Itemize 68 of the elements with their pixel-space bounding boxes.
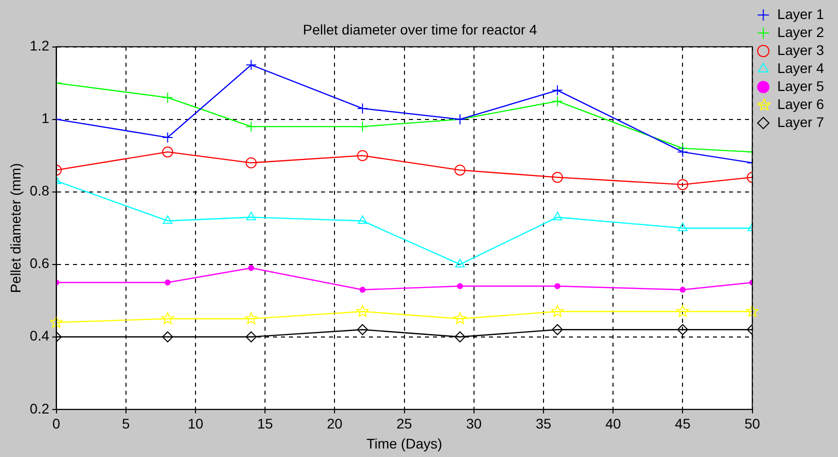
x-tick-label: 15: [257, 416, 274, 432]
point: [552, 212, 562, 220]
point: [552, 172, 563, 183]
point: [358, 215, 368, 224]
x-tick-label: 20: [326, 416, 343, 432]
point: [680, 286, 686, 293]
point: [677, 179, 688, 190]
point: [357, 121, 368, 132]
point: [677, 324, 688, 336]
point: [357, 102, 368, 114]
point: [360, 286, 366, 293]
y-tick-label: 0.2: [30, 400, 50, 416]
x-tick-label: 10: [188, 416, 204, 432]
x-tick-label: 50: [744, 416, 760, 432]
point: [246, 121, 257, 132]
y-tick-label: 1.2: [30, 38, 50, 54]
point: [248, 264, 254, 271]
x-tick-label: 35: [536, 416, 552, 432]
point: [454, 331, 466, 342]
legend-label: Layer 6: [777, 96, 824, 112]
point: [552, 84, 563, 96]
x-tick-label: 30: [466, 416, 482, 432]
legend-label: Layer 5: [777, 78, 824, 94]
chart-title: Pellet diameter over time for reactor 4: [302, 21, 538, 38]
x-tick-label: 5: [122, 416, 130, 432]
point: [357, 324, 368, 336]
point: [455, 258, 465, 268]
point: [454, 312, 466, 324]
y-axis-title: Pellet diameter (mm): [7, 163, 24, 294]
y-tick-label: 0.6: [30, 255, 50, 272]
y-tick-label: 1: [41, 110, 50, 126]
x-tick-label: 25: [396, 416, 412, 432]
legend-label: Layer 1: [777, 6, 824, 22]
point: [246, 157, 257, 168]
point: [164, 279, 171, 286]
y-tick-label: 0.4: [30, 328, 50, 344]
point: [246, 212, 256, 220]
point: [246, 59, 257, 70]
point: [162, 146, 174, 158]
legend-label: Layer 7: [777, 114, 824, 130]
x-tick-label: 40: [605, 416, 622, 432]
point: [552, 96, 563, 107]
point: [676, 305, 689, 317]
point: [50, 316, 62, 328]
point: [551, 305, 564, 317]
point: [356, 305, 369, 317]
point: [357, 150, 368, 162]
point: [554, 283, 560, 290]
point: [244, 312, 258, 324]
point: [162, 215, 172, 224]
point: [162, 132, 174, 143]
point: [246, 331, 257, 342]
point: [161, 312, 174, 324]
point: [162, 92, 174, 104]
point: [677, 146, 688, 158]
x-tick-label: 0: [52, 416, 60, 432]
legend-label: Layer 2: [777, 24, 824, 40]
point: [552, 324, 563, 336]
legend-label: Layer 4: [777, 60, 824, 76]
point: [454, 164, 466, 176]
y-tick-label: 0.8: [30, 182, 50, 199]
x-axis-title: Time (Days): [366, 435, 442, 452]
point: [746, 305, 759, 317]
x-tick-label: 45: [674, 416, 691, 432]
point: [456, 283, 463, 290]
point: [678, 222, 688, 232]
point: [162, 331, 174, 342]
legend-label: Layer 3: [777, 42, 824, 58]
